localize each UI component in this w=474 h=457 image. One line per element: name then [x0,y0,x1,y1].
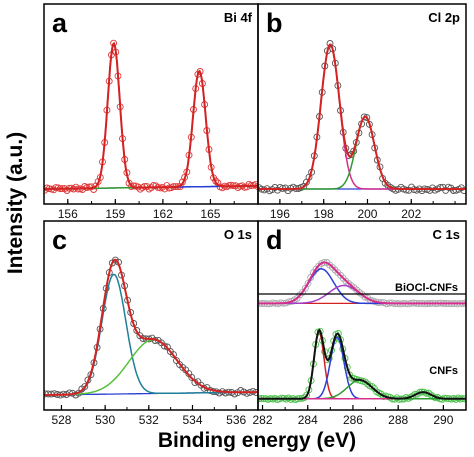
panel-b-letter: b [266,8,283,38]
panel-a-data-point [150,182,157,189]
panel-d-series-2-label: CNFs [429,365,458,377]
panel-c-x-tick-label: 532 [139,413,159,427]
panel-d-series-2-data-point [377,390,385,398]
panel-c-frame [43,220,259,411]
panel-b-plot [258,40,466,195]
panel-b-envelope-fit [258,43,466,190]
panel-a-x-tick-label: 162 [153,207,173,221]
panel-b-data-point [450,187,457,194]
panel-a-x-tick-label: 165 [200,207,220,221]
panel-a-data-point [44,186,49,194]
panel-c-title: O 1s [224,227,252,242]
panel-d-frame [257,220,467,411]
panel-c-data-point [81,383,89,391]
panel-c-x-tick-label: 534 [182,413,202,427]
panel-a-component-2 [44,70,258,190]
panel-b-title: Cl 2p [428,10,460,25]
panel-d-series-1-data-point [304,279,312,287]
panel-d-series-2-data-point [334,330,342,337]
panel-a: 156 159 162 165 a Bi 4f [43,3,259,221]
panel-d-series-1-label: BiOCl-CNFs [395,282,458,294]
panel-d-letter: d [266,225,283,255]
panel-d-x-tick-label: 282 [253,413,273,427]
panel-d-plot [258,259,466,404]
panel-b-component-2 [258,116,466,190]
panel-c-data-point [188,373,196,381]
panel-a-x-tick-label: 156 [58,207,78,221]
panel-a-data-point [52,184,60,192]
panel-d: BiOCl-CNFs CNFs 282 284 286 288 290 d C 1s [253,220,467,427]
panel-c-data-point [160,342,168,350]
panel-a-data-point [163,182,171,190]
panel-a-data-point [152,182,160,190]
panel-c-data-markers [44,256,258,399]
panel-a-envelope-fit [44,41,258,190]
x-axis-title: Binding energy (eV) [158,429,356,452]
panel-c-data-point [66,389,73,397]
panel-d-series-2-data-point [368,383,376,391]
panel-b-component-1 [258,43,466,190]
panel-c-data-point [170,351,177,359]
panel-d-x-tick-label: 284 [298,413,318,427]
panel-c-x-tick-label: 528 [51,413,71,427]
panel-d-series-2-envelope-fit [258,328,466,400]
panel-a-component-1 [44,42,258,190]
panel-c-envelope-fit [44,258,258,396]
panel-b-x-tick-label: 200 [357,207,377,221]
panel-d-series-2-data-point [361,378,369,386]
panel-b-x-tick-label: 198 [314,207,334,221]
panel-d-x-tick-label: 290 [433,413,453,427]
panel-c-data-point [231,390,239,398]
panel-a-data-point [72,183,80,191]
panel-a-frame [43,3,259,205]
panel-d-series-1-envelope-fit [258,261,466,305]
panel-b: 196 198 200 202 b Cl 2p [257,3,467,221]
panel-a-data-point [252,181,258,189]
panel-a-data-point [90,186,98,193]
panel-d-series-2-data-point [300,394,308,402]
panel-a-letter: a [52,8,68,38]
panel-b-data-markers [258,40,466,195]
panel-c-x-tick-label: 536 [226,413,246,427]
panel-a-plot [44,39,258,194]
panel-a-title: Bi 4f [224,10,253,25]
y-axis-title: Intensity (a.u.) [4,132,27,274]
panel-c-data-point [243,389,251,397]
panel-c-component-1 [44,273,258,396]
panel-b-data-point [402,186,410,194]
panel-c-letter: c [52,225,67,255]
panel-d-x-tick-label: 288 [388,413,408,427]
panel-c: 528 530 532 534 536 c O 1s [43,220,259,427]
panel-b-data-point [436,184,444,191]
panel-d-x-tick-label: 286 [343,413,363,427]
panel-a-x-tick-label: 159 [105,207,125,221]
panel-b-data-point [326,40,334,47]
panel-d-title: C 1s [433,227,460,242]
panel-c-plot [44,256,258,399]
panel-b-frame [257,3,467,205]
panel-b-x-tick-label: 202 [401,207,421,221]
panel-b-data-point [460,187,466,195]
panel-c-component-2 [44,338,258,396]
panel-b-x-tick-label: 196 [270,207,290,221]
panel-c-x-tick-label: 530 [95,413,115,427]
panel-a-data-markers [44,39,258,194]
